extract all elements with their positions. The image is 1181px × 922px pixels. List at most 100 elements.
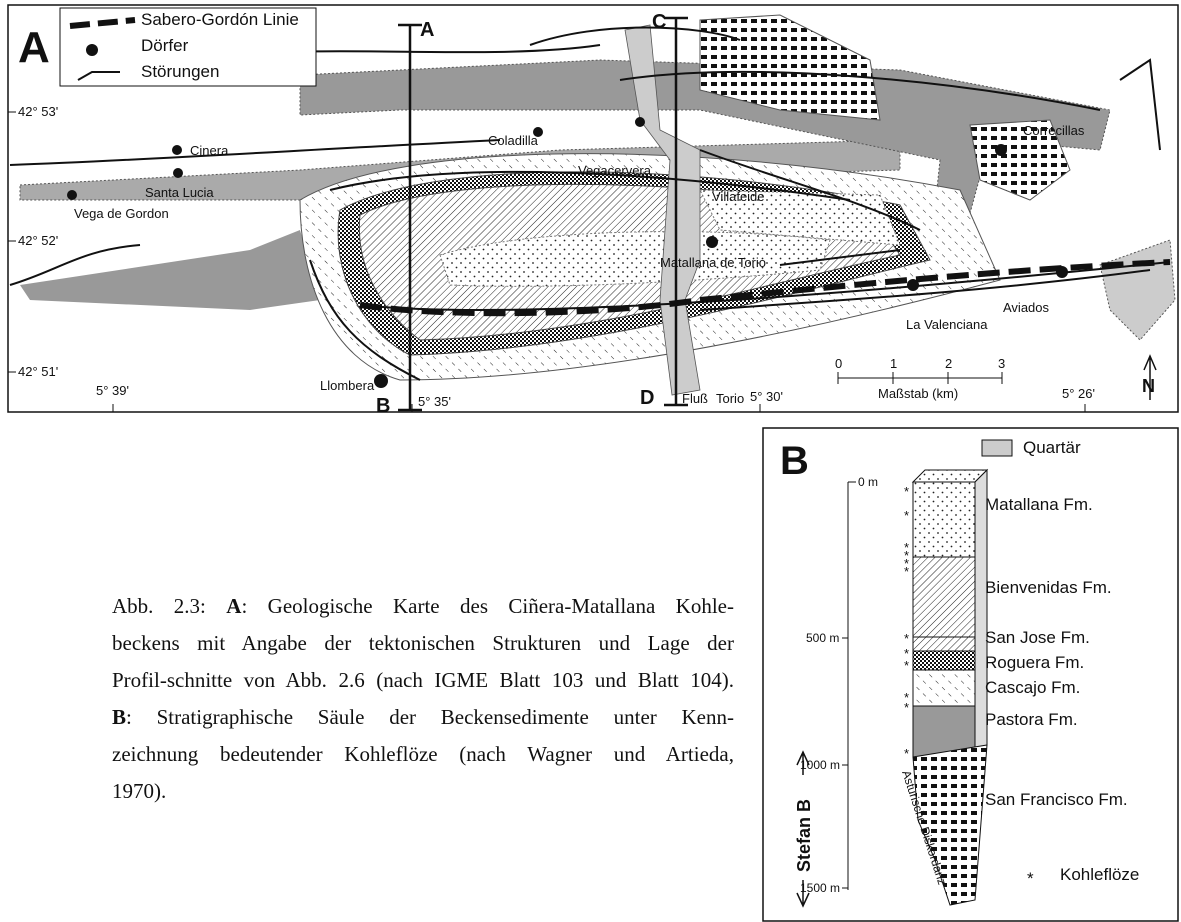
scale-tick: 3 (998, 356, 1005, 371)
scale-tick: 0 (835, 356, 842, 371)
caption-text: 1970). (112, 779, 167, 803)
star: * (904, 548, 909, 563)
formation-label: Bienvenidas Fm. (985, 578, 1112, 597)
depth-label: 1000 m (800, 758, 840, 772)
scale-tick: 1 (890, 356, 897, 371)
panel-label: B (780, 439, 809, 483)
lon-label: 5° 35' (418, 394, 451, 409)
place-label: Matallana de Torio (660, 255, 766, 270)
map: Sabero-Gordón Linie Dörfer Störungen A A… (7, 4, 1179, 417)
section-lines (398, 16, 688, 412)
unit (912, 669, 976, 707)
unit (912, 636, 976, 652)
depth-label: 0 m (858, 475, 878, 489)
quaternary-swatch (981, 439, 1013, 457)
stage-label: Stefan B (794, 799, 814, 872)
place-label: Vegacervera (578, 163, 652, 178)
caption-line: Profil-schnitte von Abb. 2.6 (nach IGME … (112, 662, 734, 699)
lon-label: 5° 26' (1062, 386, 1095, 401)
section-labels: A B C D (376, 11, 666, 417)
star: * (904, 484, 909, 499)
unit (912, 650, 976, 671)
section-label: D (640, 387, 654, 409)
star: * (904, 658, 909, 673)
caption-text: : Geologische Karte des Ciñera-Matallana… (241, 594, 734, 618)
place-label: Cinera (190, 143, 229, 158)
column-panel: B Quartär 0 m 500 m 1000 m 1500 m Matall… (762, 427, 1179, 922)
stage-arrow (796, 750, 810, 908)
star: * (904, 564, 909, 579)
unit (912, 481, 976, 558)
place-label: Santa Lucia (145, 185, 214, 200)
place-label: Llombera (320, 378, 375, 393)
legend-fault (77, 71, 120, 81)
panel-label: A (18, 23, 50, 72)
north-label: N (1142, 376, 1155, 396)
caption-line: B: Stratigraphische Säule der Beckensedi… (112, 699, 734, 736)
depth-label: 1500 m (800, 881, 840, 895)
legend-dot (86, 44, 98, 56)
conglomerate (699, 14, 881, 121)
legend-text: Dörfer (141, 36, 189, 55)
formation-label: Matallana Fm. (985, 495, 1093, 514)
star: * (904, 540, 909, 555)
conglomerate (969, 119, 1071, 201)
scale-bar (837, 372, 1003, 384)
lon-label: 5° 30' (750, 389, 783, 404)
matallana-unit (699, 189, 901, 246)
lat-label: 42° 52' (18, 233, 58, 248)
sabero-gordon-line (359, 259, 1171, 317)
coord-ticks (8, 111, 1086, 412)
caption-text: B (112, 705, 127, 729)
section-label: C (652, 11, 666, 33)
star: * (904, 746, 909, 761)
formation-label: San Francisco Fm. (985, 790, 1128, 809)
caption-line: 1970). (112, 773, 734, 810)
place-label: Coladilla (488, 133, 539, 148)
lat-label: 42° 51' (18, 364, 58, 379)
caption-text: Profil-schnitte von Abb. 2.6 (nach IGME … (112, 668, 734, 692)
place-label: Villafeide (712, 189, 765, 204)
caption-text: zeichnung bedeutender Kohleflöze (nach W… (112, 742, 734, 766)
caption-line: zeichnung bedeutender Kohleflöze (nach W… (112, 736, 734, 773)
formation-label: Cascajo Fm. (985, 678, 1080, 697)
legend-text: Störungen (141, 62, 219, 81)
star: * (904, 646, 909, 661)
caption-text: A (226, 594, 242, 618)
depth-label: 500 m (806, 631, 839, 645)
star: * (904, 700, 909, 715)
depth-ticks (842, 481, 856, 889)
place-label: Vega de Gordon (74, 206, 169, 221)
scale-label: Maßstab (km) (878, 386, 958, 401)
formation-label: Pastora Fm. (985, 710, 1078, 729)
place-label: Correcillas (1023, 123, 1085, 138)
caption-line: Abb. 2.3: A: Geologische Karte des Ciñer… (112, 588, 734, 625)
scale-tick: 2 (945, 356, 952, 371)
section-label: B (376, 395, 390, 417)
legend-line (69, 17, 136, 29)
place-label: Aviados (1003, 300, 1050, 315)
star: * (904, 508, 909, 523)
caption-line: beckens mit Angabe der tektonischen Stru… (112, 625, 734, 662)
caption-text: : Stratigraphische Säule der Beckensedim… (126, 705, 734, 729)
gray-unit (20, 230, 320, 310)
formation-label: Roguera Fm. (985, 653, 1084, 672)
star: * (1027, 869, 1034, 888)
north-arrow (1143, 354, 1157, 400)
star: * (904, 690, 909, 705)
river-label: Torio (716, 391, 744, 406)
star: * (904, 556, 909, 571)
caption: Abb. 2.3: A: Geologische Karte des Ciñer… (112, 588, 734, 810)
column-top (911, 469, 989, 483)
section-label: A (420, 19, 434, 41)
caption-text: beckens mit Angabe der tektonischen Stru… (112, 631, 734, 655)
village-dots (67, 117, 1068, 388)
legend-text: Quartär (1023, 438, 1081, 457)
legend-text: Sabero-Gordón Linie (141, 10, 299, 29)
coal-stars: * * * * * * * * * * * * (904, 484, 909, 761)
lon-label: 5° 39' (96, 383, 129, 398)
caption-text: Abb. 2.3: (112, 594, 227, 618)
place-label: La Valenciana (906, 317, 988, 332)
